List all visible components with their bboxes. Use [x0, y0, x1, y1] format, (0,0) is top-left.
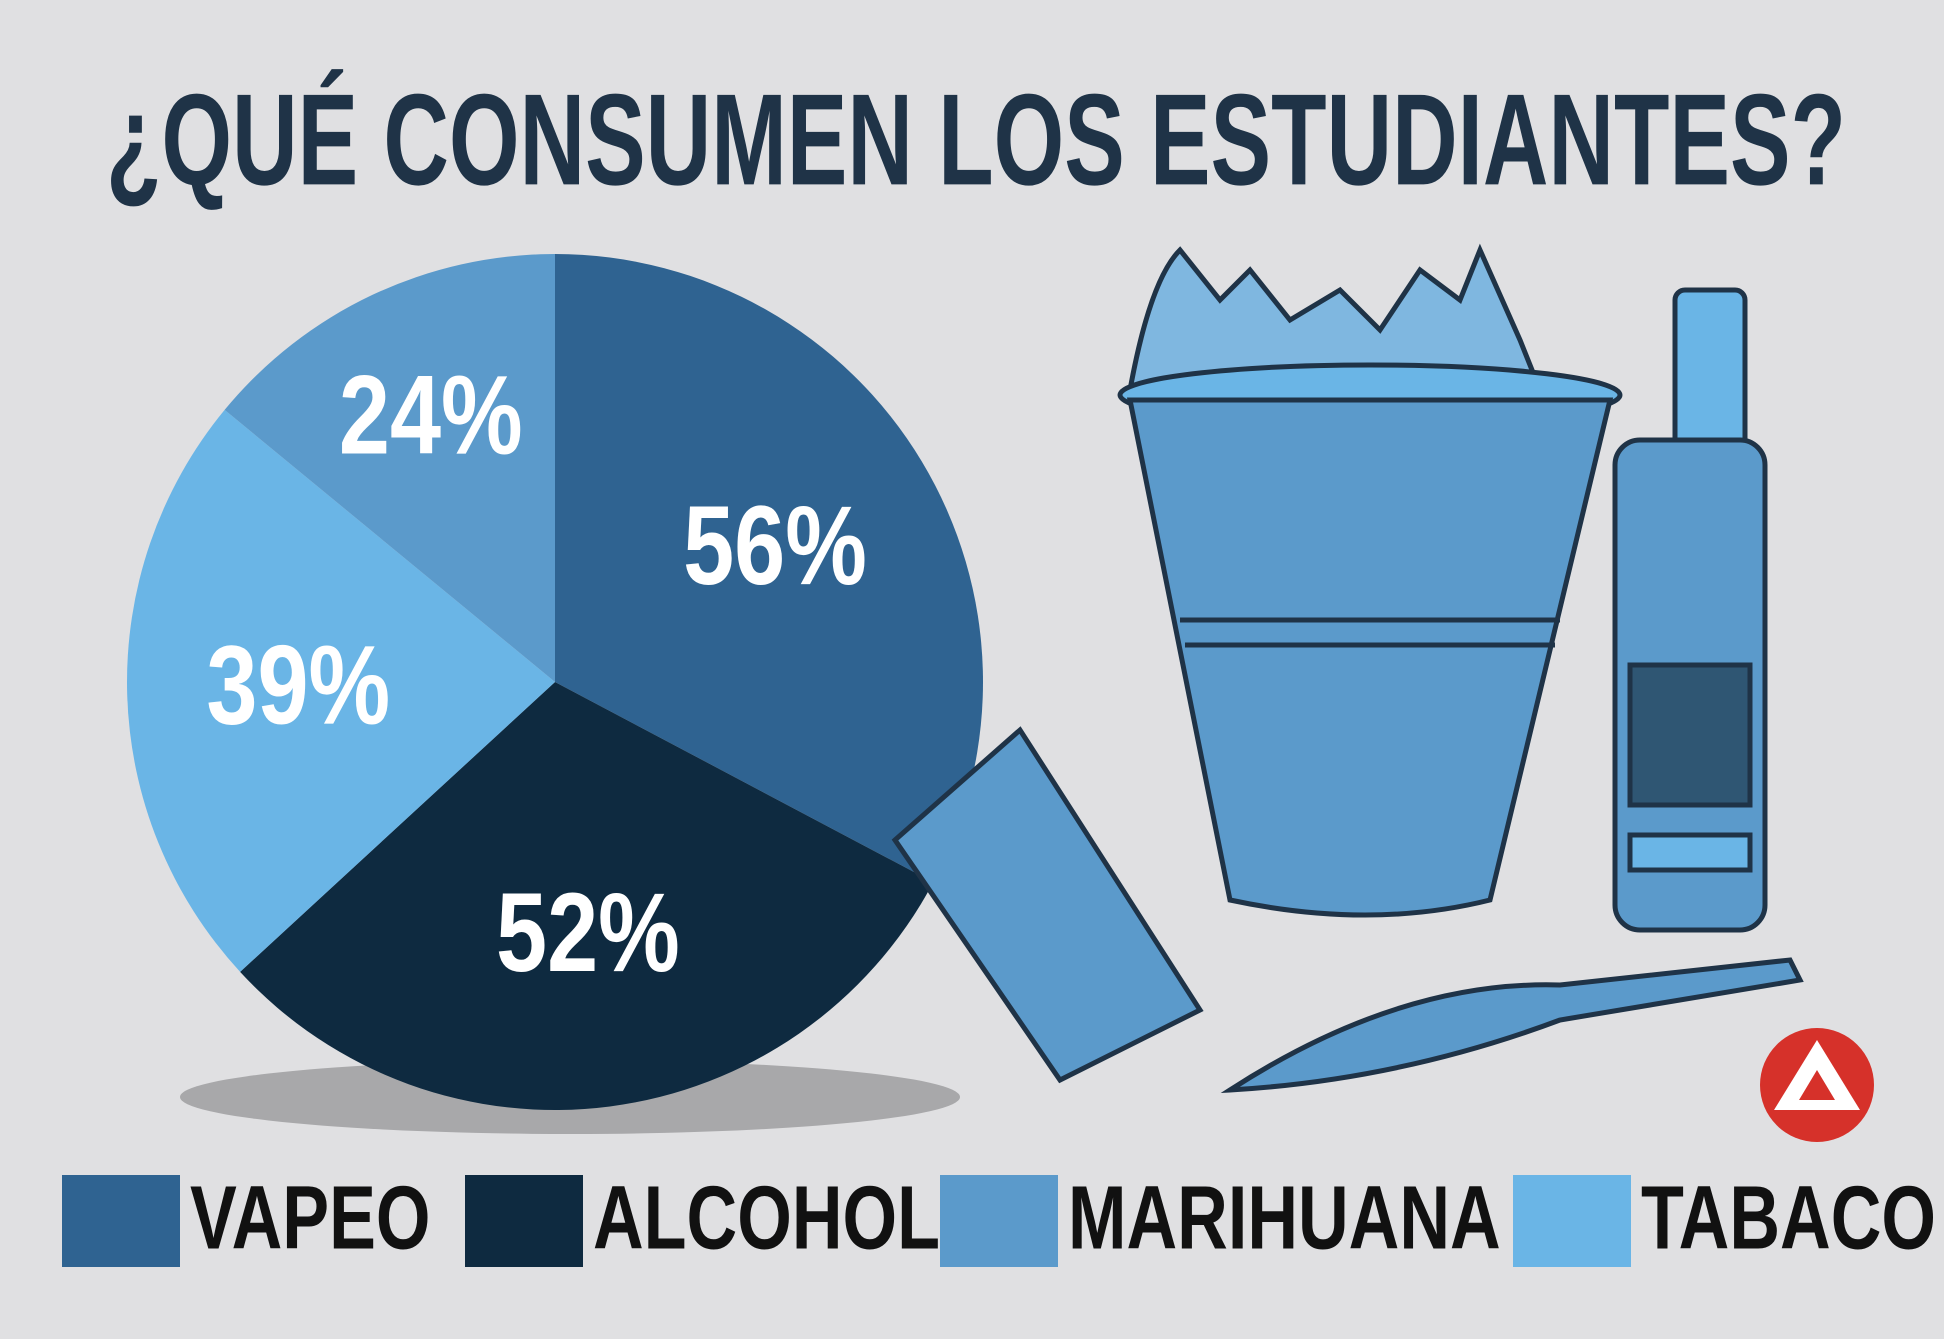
legend-label: MARIHUANA [1068, 1168, 1501, 1268]
cup [1126, 397, 1614, 918]
legend-swatch [465, 1175, 583, 1267]
logo [1760, 1028, 1874, 1142]
joint [1220, 957, 1804, 1094]
vape-top [1672, 287, 1748, 463]
value-label: 24% [339, 352, 523, 478]
legend-swatch [940, 1175, 1058, 1267]
legend-swatch [1513, 1175, 1631, 1267]
value-label: 39% [206, 622, 390, 748]
pie-slice [555, 254, 983, 883]
pie: 56% 52% 39% 24% [126, 254, 983, 1110]
legend-label: VAPEO [190, 1168, 430, 1268]
legend: VAPEO ALCOHOL MARIHUANA TABACO [62, 1168, 1936, 1269]
value-label: 56% [683, 482, 867, 608]
chart-title: ¿QUÉ CONSUMEN LOS ESTUDIANTES? [106, 66, 1846, 212]
value-label: 52% [496, 870, 680, 996]
vape-buttons [1627, 832, 1753, 873]
pie-slice [224, 254, 555, 682]
bag [891, 726, 1204, 1084]
illustration [891, 243, 1804, 1094]
legend-label: ALCOHOL [593, 1168, 940, 1268]
legend-swatch [62, 1175, 180, 1267]
pie-slice [126, 409, 555, 972]
logo-inner [1799, 1070, 1835, 1100]
splash [1127, 243, 1544, 393]
legend-label: TABACO [1641, 1168, 1936, 1268]
vape-screen [1627, 662, 1753, 808]
pie-slice [240, 682, 934, 1110]
